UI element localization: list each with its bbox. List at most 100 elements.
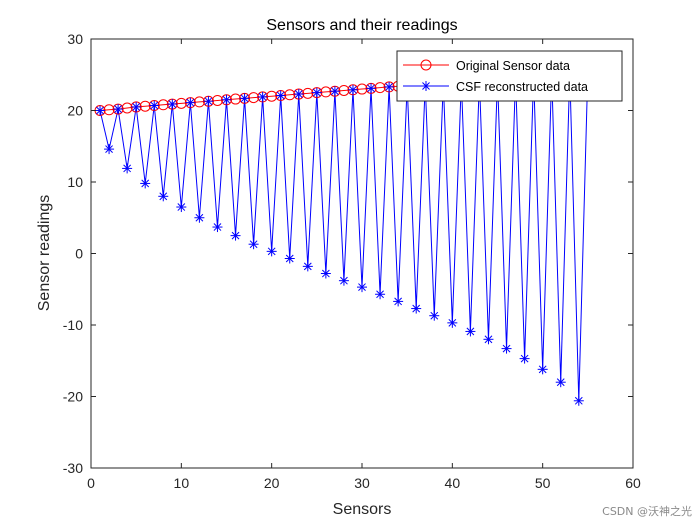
plot-area [91,39,633,468]
data-point-csf-stroke [331,87,339,96]
data-point-csf-stroke [195,213,204,222]
y-tick-label: -30 [63,460,83,476]
data-point-csf [501,343,512,354]
x-axis-label: Sensors [333,501,392,518]
data-point-csf [95,105,106,116]
x-tick-label: 30 [354,475,370,491]
data-point-original [193,96,205,108]
data-point-original [302,87,314,99]
data-point-csf-stroke [367,84,375,93]
data-point-csf [573,395,584,406]
data-point-csf [257,91,268,102]
data-point-csf [384,81,395,92]
data-point-csf [429,310,440,321]
data-point-csf-stroke [258,93,267,101]
data-point-original [157,99,169,111]
data-point-csf-stroke [132,103,141,111]
y-tick-label: 0 [75,246,83,262]
watermark-text: CSDN @沃神之光 [602,505,692,518]
data-point-csf-stroke [321,269,330,278]
data-point-csf [465,326,476,337]
data-point-csf-stroke [502,344,511,353]
x-tick-label: 40 [445,475,461,491]
x-tick-label: 0 [87,475,95,491]
data-point-csf [519,353,530,364]
data-point-original [103,104,115,116]
data-point-csf-stroke [358,283,366,291]
data-point-original [320,86,332,98]
data-point-original [175,97,187,109]
data-point-csf [203,96,214,107]
data-point-csf [411,303,422,314]
data-point-csf-stroke [430,311,439,320]
data-point-csf [113,104,124,115]
data-point-csf-stroke [484,335,493,344]
legend: Original Sensor data CSF reconstructed d… [396,50,623,102]
legend-asterisk-mark [421,81,431,91]
legend-label-csf: CSF reconstructed data [456,80,588,94]
data-point-csf-stroke [312,88,321,97]
x-tick-label: 60 [625,475,641,491]
data-point-original [338,84,350,96]
data-point-csf [302,261,313,272]
data-point-csf [447,317,458,328]
x-tick-label: 20 [264,475,280,491]
data-point-csf [366,83,377,94]
data-point-csf-stroke [448,318,457,327]
data-point-csf-stroke [520,354,529,363]
data-point-csf [347,84,358,95]
data-point-csf-stroke [177,203,186,211]
data-point-csf [194,212,205,223]
data-point-csf [122,163,133,174]
y-tick-label: 20 [67,103,83,119]
data-point-csf [329,86,340,97]
data-point-original [121,102,133,114]
data-point-csf [185,97,196,108]
data-point-csf [230,230,241,241]
data-point-csf-stroke [168,100,177,108]
data-point-original [230,93,242,105]
chart-title: Sensors and their readings [266,17,457,34]
data-point-csf-stroke [285,254,294,263]
data-point-csf-stroke [385,83,393,91]
legend-marker-csf [421,81,431,91]
data-point-csf-stroke [303,262,312,271]
data-point-original [211,94,223,106]
data-point-csf-stroke [249,240,258,249]
y-tick-label: 10 [67,174,83,190]
data-point-csf [483,334,494,345]
data-point-original [374,82,386,94]
data-point-csf [275,90,286,101]
data-point-csf-stroke [294,90,303,98]
legend-marker-original [420,59,432,71]
data-point-csf [167,99,178,110]
data-point-csf [393,296,404,307]
legend-label-original: Original Sensor data [456,59,570,73]
data-point-csf [357,282,367,293]
data-point-csf-stroke [222,95,231,104]
data-point-csf-stroke [204,97,213,106]
y-tick-label: 30 [67,31,83,47]
data-point-original [284,89,296,101]
data-point-csf-stroke [394,297,403,306]
data-point-csf [149,100,160,111]
data-point-csf-stroke [412,304,421,313]
data-point-csf-stroke [141,179,150,188]
data-point-csf [239,93,250,104]
x-tick-label: 50 [535,475,551,491]
data-point-csf [140,178,151,189]
data-point-csf [537,364,548,375]
data-point-csf-stroke [349,85,357,94]
legend-asterisk-mark-stroke [422,82,430,90]
data-point-csf [375,289,386,300]
data-point-csf-stroke [123,164,132,173]
data-point-original [266,90,278,102]
data-point-csf [266,246,277,257]
data-point-csf-stroke [213,223,222,231]
data-point-csf-stroke [574,396,583,405]
data-point-original [356,83,368,95]
x-tick-label: 10 [174,475,190,491]
data-point-csf-stroke [556,378,565,387]
data-point-original [248,92,260,104]
data-point-csf-stroke [105,145,113,153]
